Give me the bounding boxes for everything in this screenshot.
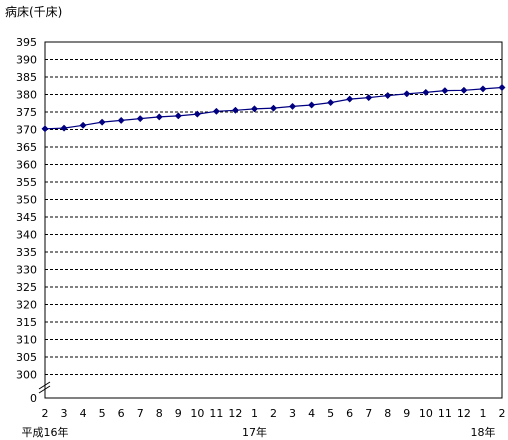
data-point: [441, 87, 449, 95]
data-point: [308, 101, 316, 109]
x-tick-label: 2: [42, 407, 49, 420]
y-tick-label: 305: [16, 351, 37, 364]
x-axis-ticks: 2 3 4 5 6 7 8 9 10 11 12 1 2 3 4 5 6 7 8 9 10 11 12 1 2: [42, 407, 506, 420]
y-tick-label: 320: [16, 299, 37, 312]
y-tick-label: 375: [16, 106, 37, 119]
year-label: 平成16年: [22, 425, 69, 439]
y-axis-ticks: 395 390 385 380 375 370 365 360 355 350 345 340 335 3…: [16, 36, 37, 405]
y-tick-label: 315: [16, 316, 37, 329]
data-point: [365, 94, 373, 102]
data-point: [288, 102, 297, 110]
y-tick-label: 390: [16, 54, 37, 67]
x-tick-label: 8: [384, 407, 391, 420]
y-tick-label: 300: [16, 369, 37, 382]
x-tick-label: 4: [308, 407, 315, 420]
y-tick-label: 355: [16, 176, 37, 189]
x-tick-label: 6: [346, 407, 353, 420]
x-tick-label: 12: [228, 407, 242, 420]
x-tick-label: 6: [118, 407, 125, 420]
x-tick-label: 10: [190, 407, 204, 420]
x-tick-label: 2: [499, 407, 506, 420]
y-tick-label: 360: [16, 159, 37, 172]
x-tick-label: 11: [438, 407, 452, 420]
year-labels: 平成16年 17年 18年: [22, 425, 496, 439]
x-tick-label: 3: [289, 407, 296, 420]
plot-area: [44, 41, 503, 399]
x-tick-label: 5: [99, 407, 106, 420]
chart-title: 病床(千床): [5, 4, 62, 19]
y-tick-label: 310: [16, 334, 37, 347]
grid-lines: [45, 59, 502, 375]
year-label: 17年: [242, 425, 267, 439]
x-tick-label: 11: [209, 407, 223, 420]
data-point: [479, 85, 487, 93]
x-tick-label: 5: [327, 407, 334, 420]
x-tick-label: 2: [270, 407, 277, 420]
y-tick-label: 330: [16, 264, 37, 277]
x-tick-label: 7: [137, 407, 144, 420]
data-point: [422, 88, 430, 96]
y-tick-label: 395: [16, 36, 37, 49]
x-tick-label: 8: [156, 407, 163, 420]
series-beds: [41, 83, 506, 133]
data-point: [98, 118, 106, 126]
data-point: [79, 121, 87, 129]
data-point: [60, 124, 68, 132]
axis-break-mark: [38, 381, 51, 394]
data-point: [41, 125, 49, 133]
data-point: [498, 83, 506, 92]
data-point: [117, 116, 125, 124]
y-tick-label: 345: [16, 211, 37, 224]
y-tick-label: 340: [16, 229, 37, 242]
x-tick-label: 4: [80, 407, 87, 420]
y-tick-label: 380: [16, 89, 37, 102]
x-tick-label: 9: [175, 407, 182, 420]
data-point: [155, 113, 163, 121]
x-tick-label: 9: [403, 407, 410, 420]
data-point: [346, 95, 354, 103]
y-tick-label: 350: [16, 194, 37, 207]
x-tick-label: 3: [61, 407, 68, 420]
y-tick-label: 0: [30, 392, 37, 405]
x-tick-label: 12: [457, 407, 471, 420]
x-tick-label: 7: [365, 407, 372, 420]
data-point: [403, 90, 411, 98]
data-point: [231, 106, 239, 114]
year-label: 18年: [470, 425, 495, 439]
data-point: [269, 104, 278, 112]
data-point: [174, 112, 182, 120]
x-tick-label: 1: [479, 407, 486, 420]
y-tick-label: 365: [16, 141, 37, 154]
data-point: [384, 91, 392, 100]
y-tick-label: 370: [16, 124, 37, 137]
data-point: [136, 115, 144, 123]
y-tick-label: 385: [16, 71, 37, 84]
y-tick-label: 325: [16, 281, 37, 294]
data-point: [250, 105, 259, 113]
y-tick-label: 335: [16, 246, 37, 259]
data-point: [460, 86, 468, 94]
data-point: [193, 110, 201, 118]
data-point: [212, 107, 220, 115]
x-tick-label: 1: [251, 407, 258, 420]
data-point: [327, 98, 335, 107]
x-tick-label: 10: [419, 407, 433, 420]
